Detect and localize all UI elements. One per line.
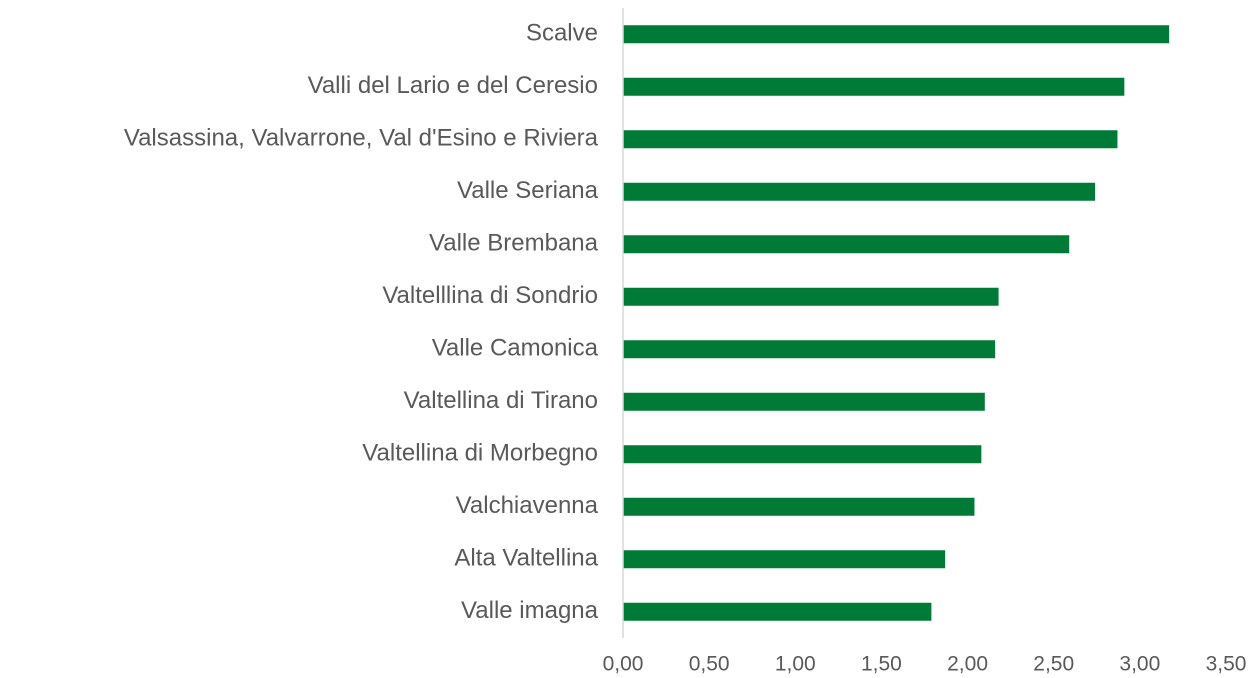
y-tick-label: Valli del Lario e del Ceresio <box>308 72 598 99</box>
y-tick-label: Valle imagna <box>461 597 599 624</box>
y-tick-label: Scalve <box>526 20 598 47</box>
x-tick-label: 1,00 <box>775 653 816 676</box>
x-tick-label: 0,50 <box>689 653 730 676</box>
x-tick-label: 2,50 <box>1033 653 1074 676</box>
bar <box>623 287 999 306</box>
bar <box>623 130 1118 149</box>
bar <box>623 445 982 464</box>
y-tick-label: Valtelllina di Sondrio <box>382 282 598 309</box>
x-tick-label: 1,50 <box>861 653 902 676</box>
bar <box>623 25 1170 44</box>
y-tick-label: Valtellina di Morbegno <box>362 440 598 467</box>
x-tick-label: 3,00 <box>1119 653 1160 676</box>
y-tick-label: Valle Camonica <box>432 335 599 362</box>
bar <box>623 182 1096 201</box>
bar <box>623 550 946 569</box>
x-tick-label: 3,50 <box>1206 653 1247 676</box>
bar <box>623 235 1070 254</box>
bar <box>623 340 996 359</box>
y-tick-label: Valle Brembana <box>429 230 599 257</box>
y-tick-label: Alta Valtellina <box>454 545 598 572</box>
y-tick-label: Valle Seriana <box>457 177 599 204</box>
bar <box>623 77 1125 96</box>
y-tick-label: Valchiavenna <box>456 492 599 519</box>
bar <box>623 602 932 621</box>
bar <box>623 497 975 516</box>
y-tick-label: Valtellina di Tirano <box>404 387 598 414</box>
x-tick-label: 2,00 <box>947 653 988 676</box>
y-tick-label: Valsassina, Valvarrone, Val d'Esino e Ri… <box>124 125 599 152</box>
x-tick-label: 0,00 <box>603 653 644 676</box>
bar <box>623 392 985 411</box>
